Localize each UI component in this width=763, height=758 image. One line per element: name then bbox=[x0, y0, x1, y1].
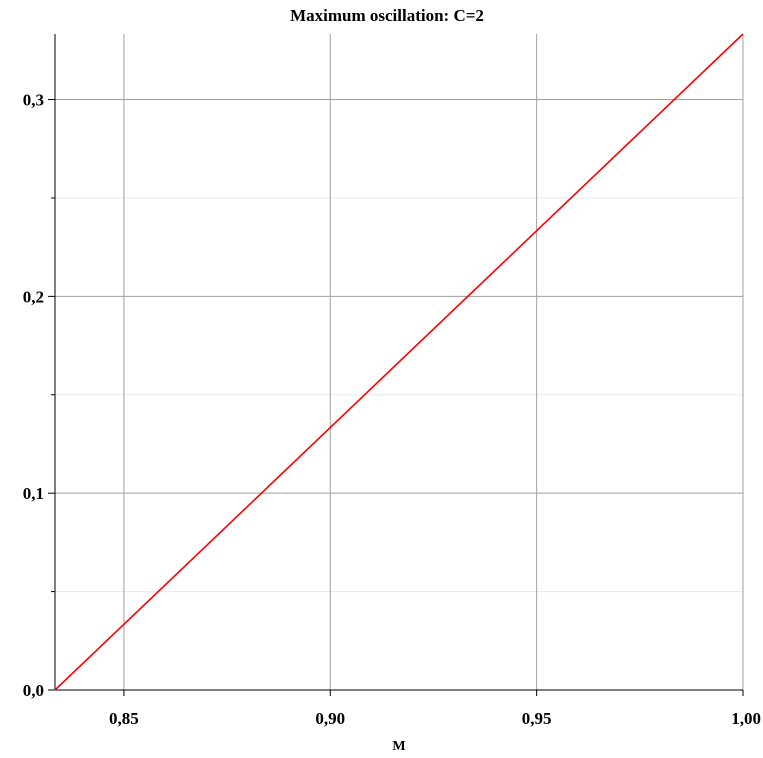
y-tick-label: 0,1 bbox=[23, 484, 44, 503]
series-line bbox=[54, 33, 744, 691]
x-tick-label: 1,00 bbox=[731, 709, 761, 728]
x-tick-label: 0,85 bbox=[109, 709, 139, 728]
x-tick-label: 0,90 bbox=[315, 709, 345, 728]
chart-title: Maximum oscillation: C=2 bbox=[290, 6, 484, 25]
x-axis-label: M bbox=[392, 739, 405, 754]
y-tick-label: 0,2 bbox=[23, 287, 44, 306]
x-tick-label: 0,95 bbox=[522, 709, 552, 728]
y-tick-label: 0,0 bbox=[23, 681, 44, 700]
y-tick-label: 0,3 bbox=[23, 91, 44, 110]
